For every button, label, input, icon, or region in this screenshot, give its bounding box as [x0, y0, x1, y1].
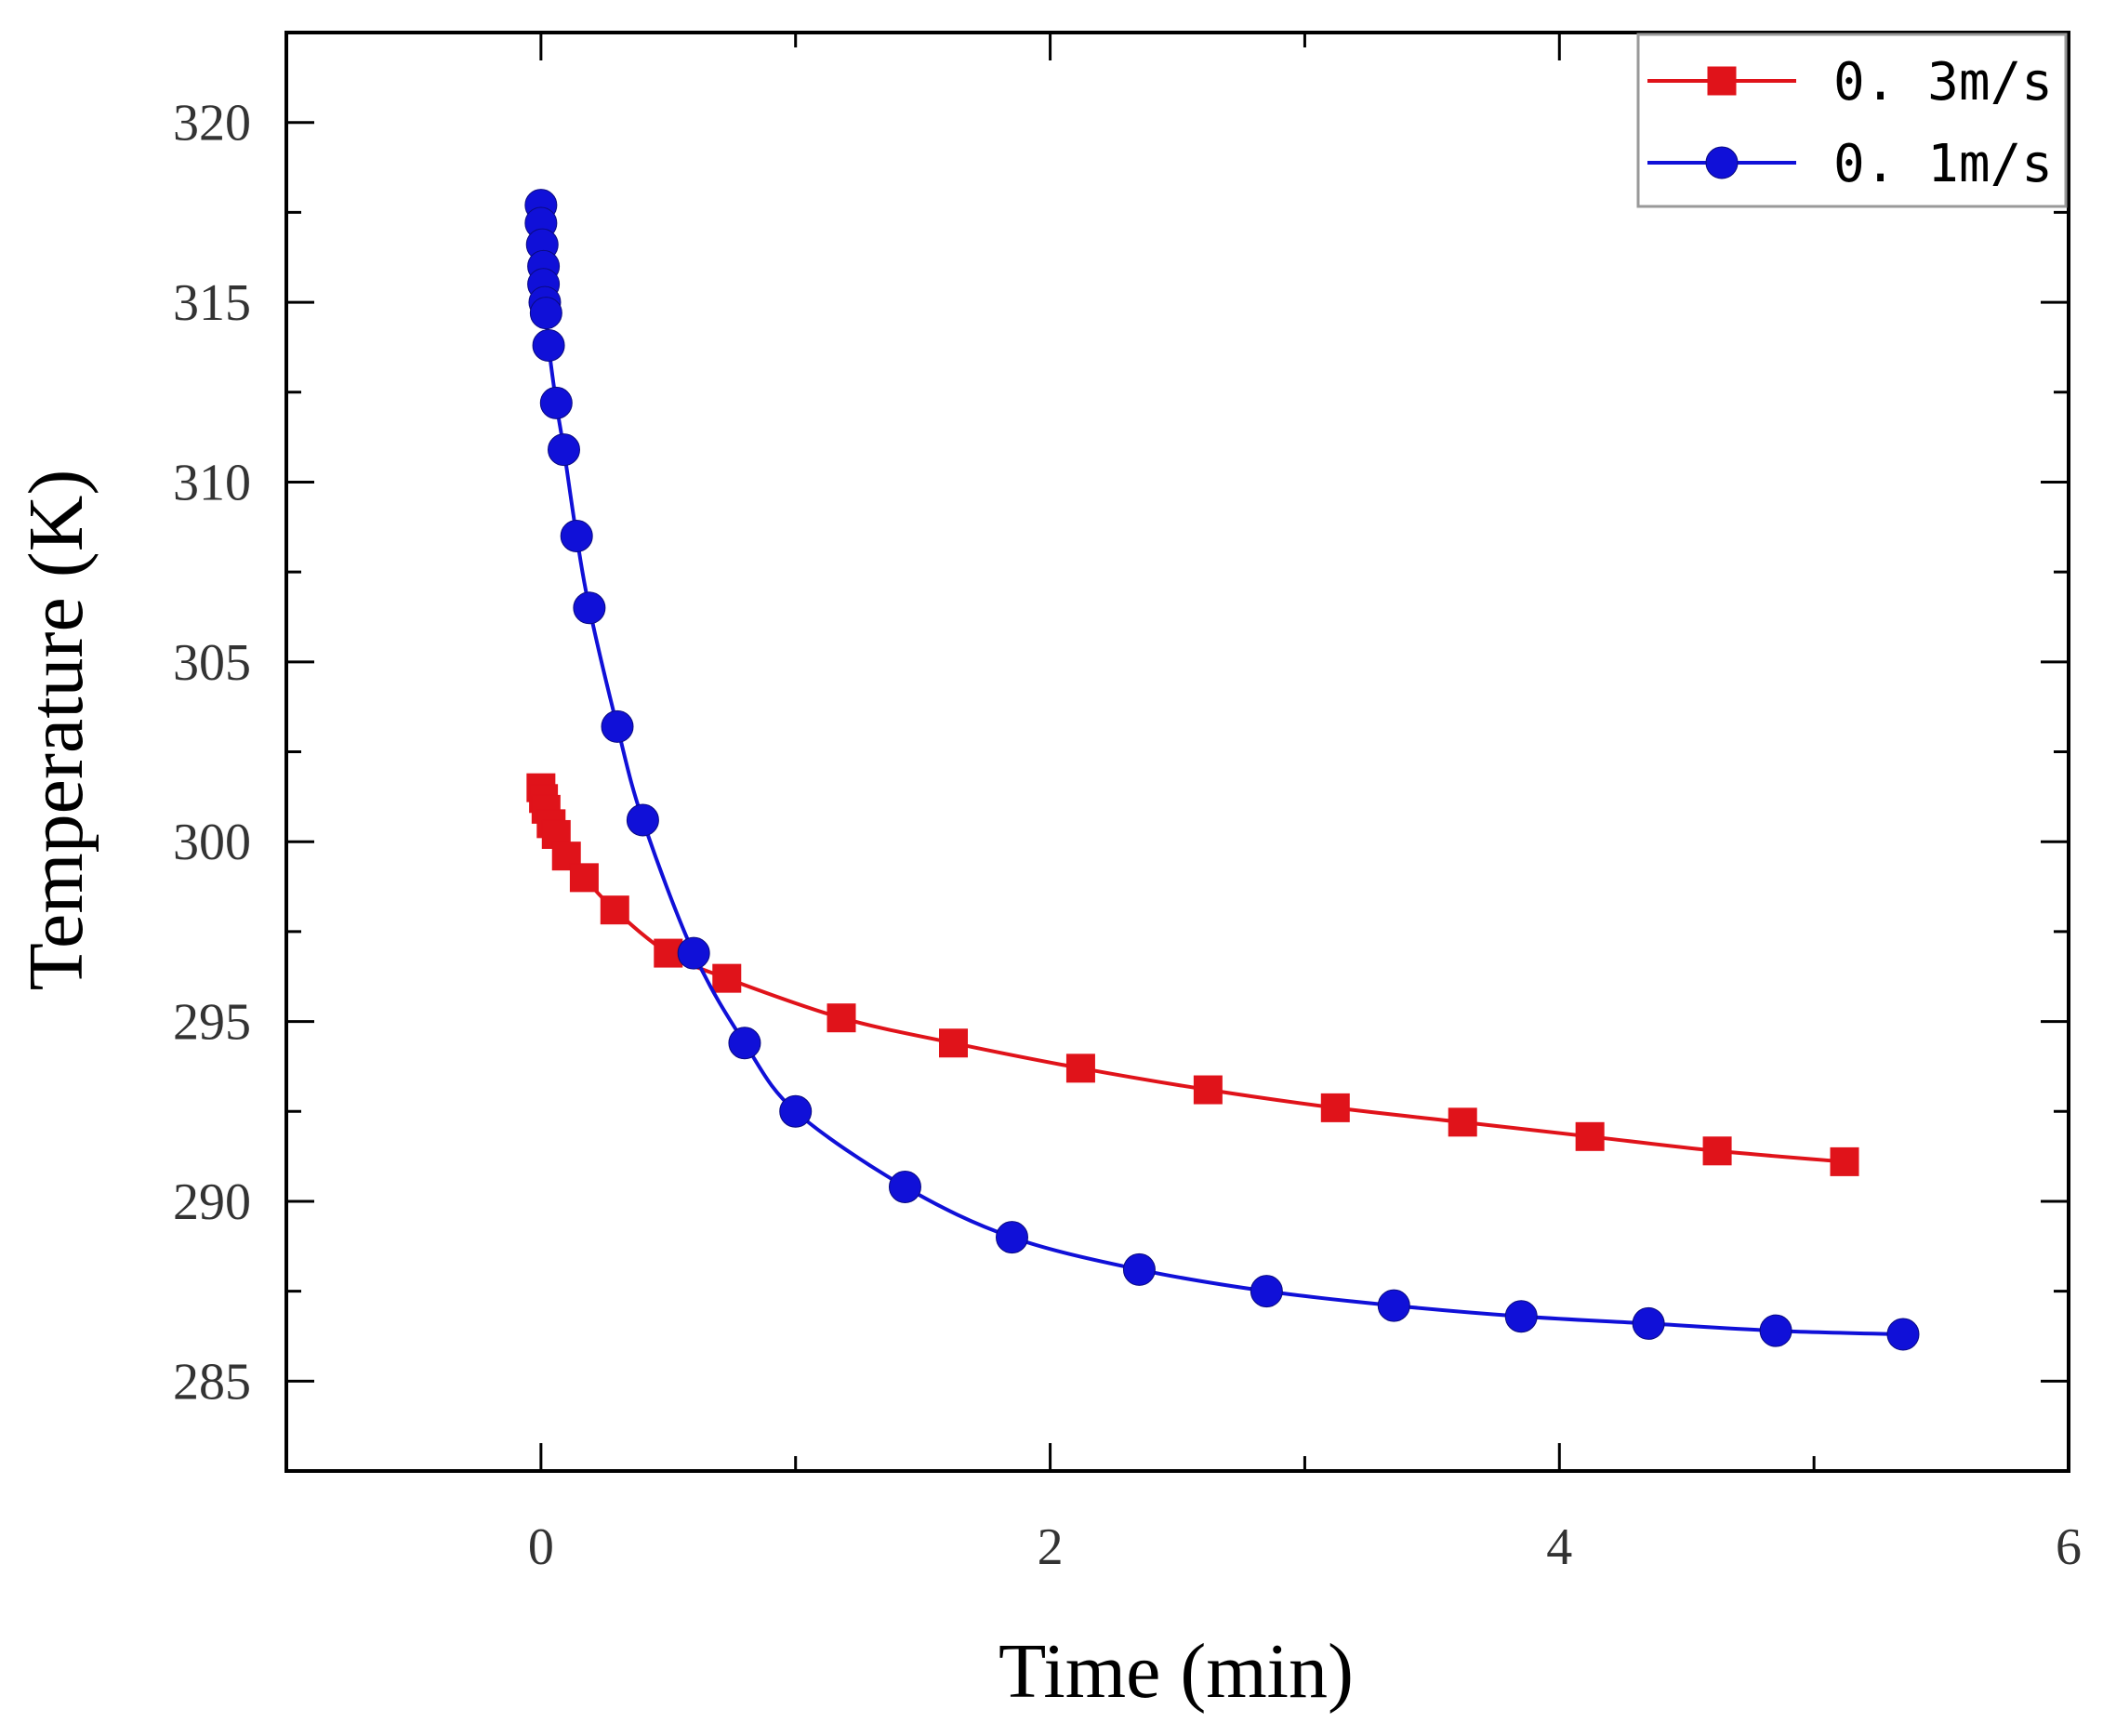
- data-point: [1702, 1136, 1732, 1166]
- y-tick-label: 290: [173, 1173, 251, 1231]
- legend-box: [1636, 33, 2068, 208]
- data-point: [712, 963, 742, 993]
- legend-marker: [1705, 146, 1739, 179]
- data-point: [1193, 1075, 1223, 1105]
- series-line: [538, 205, 1904, 1336]
- x-tick-label: 4: [1546, 1518, 1572, 1576]
- y-tick-label: 320: [173, 95, 251, 152]
- y-tick-label: 300: [173, 814, 251, 871]
- series-1: [526, 773, 1859, 1176]
- data-point: [1320, 1093, 1350, 1122]
- data-point: [573, 591, 606, 625]
- data-point: [548, 433, 581, 467]
- data-point: [677, 936, 710, 970]
- data-point: [1065, 1054, 1095, 1083]
- data-point: [939, 1028, 969, 1058]
- data-point: [600, 895, 629, 925]
- data-point: [569, 863, 599, 893]
- data-point: [1632, 1306, 1665, 1340]
- data-point: [560, 519, 593, 552]
- data-point: [529, 297, 562, 330]
- legend-marker: [1707, 66, 1737, 96]
- y-tick-label: 295: [173, 994, 251, 1052]
- data-point: [888, 1170, 921, 1203]
- data-point: [1830, 1146, 1859, 1176]
- y-tick-label: 315: [173, 274, 251, 332]
- x-tick-label: 2: [1038, 1518, 1064, 1576]
- legend-entry-2: 0. 1m/s: [1647, 134, 2053, 194]
- y-tick-label: 305: [173, 634, 251, 692]
- data-point: [1504, 1300, 1538, 1333]
- y-tick-label: 310: [173, 454, 251, 511]
- data-point: [1377, 1289, 1410, 1322]
- data-point: [827, 1003, 856, 1033]
- data-point: [1122, 1252, 1156, 1286]
- data-point: [779, 1094, 813, 1128]
- data-point: [1759, 1314, 1792, 1347]
- y-axis-title: Temperature (K): [13, 470, 99, 991]
- data-point: [1575, 1121, 1605, 1151]
- legend-label: 0. 1m/s: [1833, 134, 2053, 194]
- legend-entry-1: 0. 3m/s: [1647, 52, 2053, 113]
- data-point: [1448, 1107, 1477, 1137]
- y-tick-label: 285: [173, 1353, 251, 1411]
- data-point: [539, 386, 573, 419]
- data-point: [995, 1221, 1028, 1254]
- x-axis-title: Time (min): [999, 1628, 1354, 1715]
- data-point: [1886, 1318, 1920, 1351]
- data-point: [601, 709, 634, 743]
- data-point: [728, 1027, 761, 1060]
- legend-label: 0. 3m/s: [1833, 52, 2053, 113]
- series-2: [524, 189, 1920, 1351]
- x-tick-label: 0: [528, 1518, 554, 1576]
- x-tick-label: 6: [2056, 1518, 2082, 1576]
- data-point: [626, 803, 659, 837]
- data-point: [1250, 1275, 1283, 1308]
- data-point: [532, 328, 565, 362]
